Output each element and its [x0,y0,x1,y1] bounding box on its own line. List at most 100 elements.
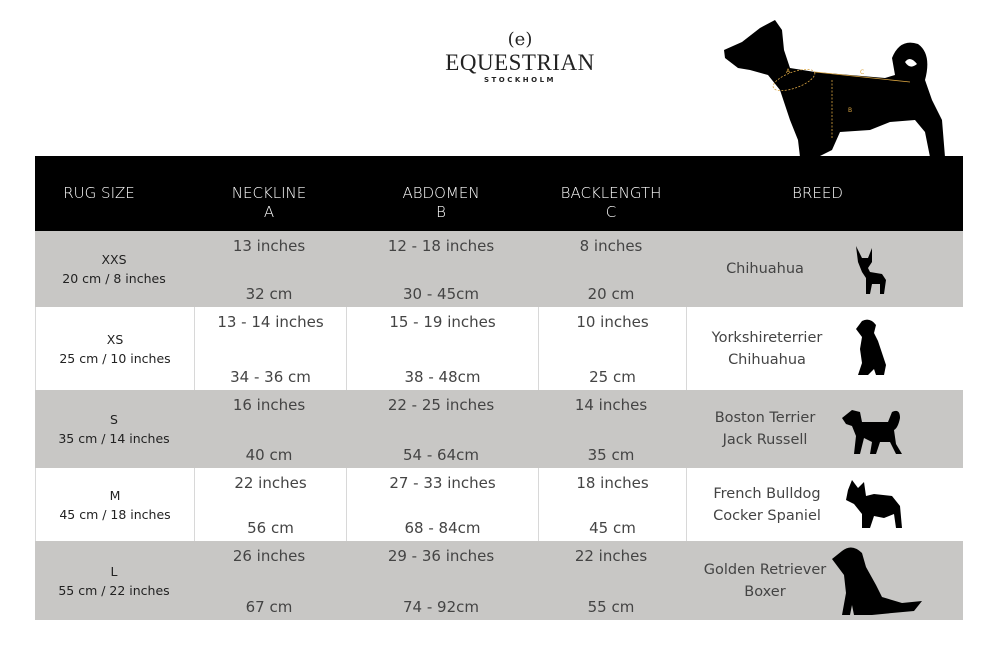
neckline-inches: 22 inches [234,474,307,492]
abdomen-cell: 27 - 33 inches 68 - 84cm [346,468,538,541]
rug-size-cell: S 35 cm / 14 inches [35,390,193,468]
dog-measurement-diagram: A C B [724,20,945,157]
yorkshire-terrier-icon [856,319,886,375]
neckline-inches: 13 - 14 inches [217,313,324,331]
rug-length: 55 cm / 22 inches [58,582,170,598]
abdomen-inches: 12 - 18 inches [387,237,495,255]
abdomen-inches: 29 - 36 inches [387,547,495,565]
abdomen-cm: 30 - 45cm [403,285,479,303]
backlength-cm: 20 cm [587,285,635,303]
backlength-cm: 55 cm [587,598,635,616]
backlength-cell: 22 inches 55 cm [537,541,685,620]
breed-name: French Bulldog [713,485,821,502]
breed-names: Chihuahua [685,258,845,280]
breed-cell: Chihuahua [685,231,963,307]
breed-names: Boston Terrier Jack Russell [685,407,845,451]
breed-cell: French Bulldog Cocker Spaniel [686,468,965,541]
breed-names: Yorkshireterrier Chihuahua [687,327,847,371]
neckline-cm: 67 cm [245,598,293,616]
abdomen-cm: 38 - 48cm [404,368,481,386]
header-backlength: BACKLENGTH C [537,184,685,222]
backlength-inches: 8 inches [579,237,643,255]
abdomen-cm: 54 - 64cm [403,446,479,464]
abdomen-cm: 68 - 84cm [404,519,481,537]
header-label: RUG SIZE [63,184,135,202]
abdomen-cell: 29 - 36 inches 74 - 92cm [345,541,537,620]
header-label: NECKLINE [231,184,307,202]
rug-size: XS [106,331,124,347]
label-a: A [786,68,791,75]
abdomen-inches: 15 - 19 inches [389,313,496,331]
header-sublabel: B [436,203,446,221]
backlength-cm: 35 cm [587,446,635,464]
rug-length: 45 cm / 18 inches [59,506,171,522]
breed-name: Jack Russell [722,432,808,448]
rug-size: S [110,412,118,427]
rug-size-cell: M 45 cm / 18 inches [36,468,194,541]
table-row: XXS 20 cm / 8 inches 13 inches 32 cm 12 … [35,231,963,307]
label-b: B [848,107,852,114]
abdomen-inches: 27 - 33 inches [389,474,496,492]
neckline-cm: 32 cm [245,285,293,303]
table-row: M 45 cm / 18 inches 22 inches 56 cm 27 -… [35,468,964,541]
neckline-inches: 26 inches [232,547,306,565]
backlength-cell: 18 inches 45 cm [538,468,686,541]
backlength-cm: 25 cm [589,368,636,386]
neckline-cell: 13 - 14 inches 34 - 36 cm [194,307,346,390]
abdomen-cell: 12 - 18 inches 30 - 45cm [345,231,537,307]
rug-size: M [109,487,121,503]
logo-subtitle: STOCKHOLM [483,76,557,84]
backlength-cell: 14 inches 35 cm [537,390,685,468]
golden-retriever-icon [832,547,922,615]
backlength-cm: 45 cm [589,519,636,537]
jack-russell-icon [842,410,902,454]
breed-names: French Bulldog Cocker Spaniel [687,483,847,527]
neckline-inches: 13 inches [232,237,306,255]
rug-size-cell: L 55 cm / 22 inches [35,541,193,620]
backlength-inches: 22 inches [574,547,648,565]
header-rug-size: RUG SIZE [35,184,163,203]
breed-name: Chihuahua [728,351,806,368]
logo-name: EQUESTRIAN [445,50,595,75]
chihuahua-icon [856,246,886,294]
breed-cell: Yorkshireterrier Chihuahua [686,307,965,390]
abdomen-cm: 74 - 92cm [403,598,479,616]
neckline-cell: 13 inches 32 cm [193,231,345,307]
neckline-cell: 22 inches 56 cm [194,468,346,541]
abdomen-cell: 22 - 25 inches 54 - 64cm [345,390,537,468]
french-bulldog-icon [846,480,902,528]
breed-name: Boston Terrier [714,410,816,426]
neckline-inches: 16 inches [232,396,306,414]
breed-name: Yorkshireterrier [711,329,823,346]
neckline-cm: 40 cm [245,446,293,464]
brand-logo: (e) EQUESTRIAN STOCKHOLM [440,30,600,85]
breed-name: Cocker Spaniel [713,507,821,524]
abdomen-cell: 15 - 19 inches 38 - 48cm [346,307,538,390]
backlength-inches: 14 inches [574,396,648,414]
header-label: ABDOMEN [402,184,480,202]
rug-size-cell: XXS 20 cm / 8 inches [35,231,193,307]
dog-silhouette-icon [724,20,945,157]
header-abdomen: ABDOMEN B [345,184,537,222]
rug-size-cell: XS 25 cm / 10 inches [36,307,194,390]
table-row: S 35 cm / 14 inches 16 inches 40 cm 22 -… [35,390,963,468]
backlength-cell: 8 inches 20 cm [537,231,685,307]
header-breed: BREED [685,184,950,203]
breed-name: Golden Retriever [703,561,827,578]
backlength-inches: 10 inches [576,313,649,331]
neckline-cell: 26 inches 67 cm [193,541,345,620]
header-sublabel: A [263,203,275,221]
neckline-cm: 34 - 36 cm [230,368,311,386]
label-c: C [860,69,864,76]
abdomen-inches: 22 - 25 inches [387,396,495,414]
rug-length: 25 cm / 10 inches [59,350,171,366]
rug-size: L [110,563,118,579]
header-label: BREED [792,184,843,202]
table-row: XS 25 cm / 10 inches 13 - 14 inches 34 -… [35,307,964,390]
neckline-cell: 16 inches 40 cm [193,390,345,468]
breed-name: Boxer [744,583,786,600]
header-label: BACKLENGTH [560,184,662,202]
header-neckline: NECKLINE A [193,184,345,222]
rug-length: 20 cm / 8 inches [62,271,166,286]
header-sublabel: C [605,203,617,221]
